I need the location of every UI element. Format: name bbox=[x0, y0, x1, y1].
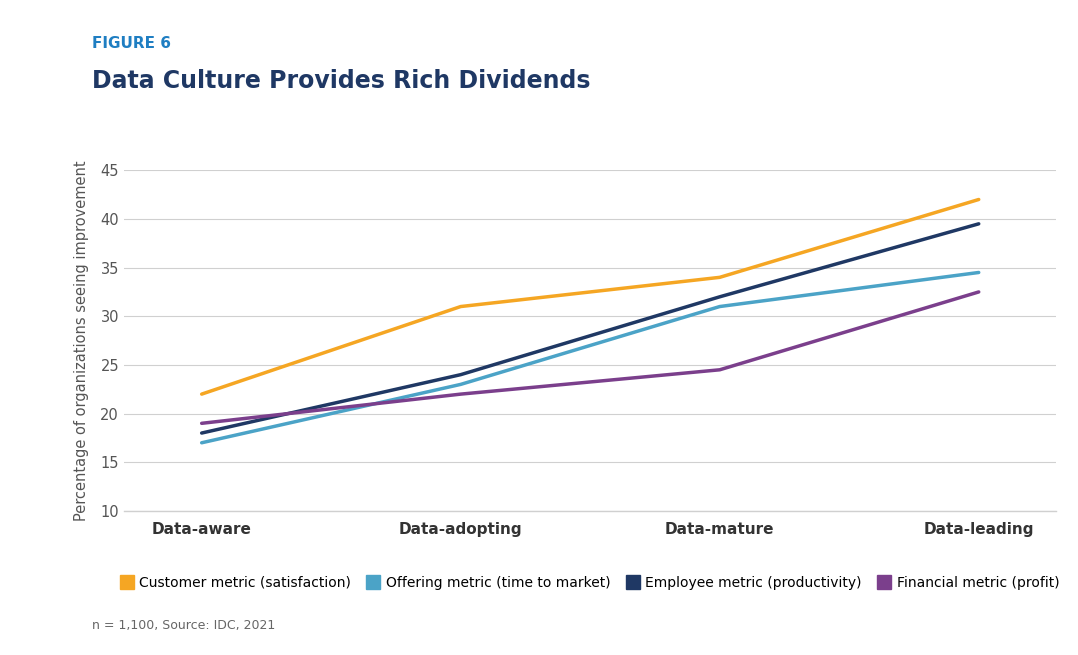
Text: Data Culture Provides Rich Dividends: Data Culture Provides Rich Dividends bbox=[92, 69, 590, 93]
Legend: Customer metric (satisfaction), Offering metric (time to market), Employee metri: Customer metric (satisfaction), Offering… bbox=[122, 576, 1059, 590]
Y-axis label: Percentage of organizations seeing improvement: Percentage of organizations seeing impro… bbox=[74, 160, 89, 521]
Text: FIGURE 6: FIGURE 6 bbox=[92, 36, 170, 51]
Text: n = 1,100, Source: IDC, 2021: n = 1,100, Source: IDC, 2021 bbox=[92, 619, 275, 632]
